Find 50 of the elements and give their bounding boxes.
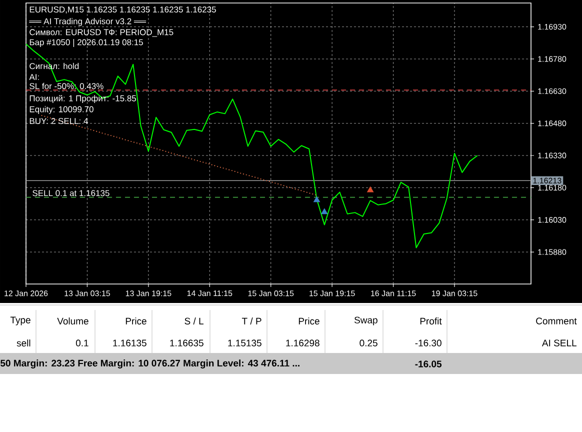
annotation: Символ: EURUSD ТФ: PERIOD_M15 <box>30 29 174 37</box>
y-tick-label: 1.16030 <box>538 217 566 223</box>
point <box>321 208 328 214</box>
y-tick-label: 1.16630 <box>538 88 566 94</box>
text: Type <box>10 316 30 326</box>
text: Price <box>126 318 146 324</box>
text: S / L <box>184 318 204 324</box>
annotation: Equity: 10099.70 <box>30 106 94 114</box>
annotation: BUY: 2 SELL: 4 <box>30 118 88 124</box>
x-tick-label: 15 Jan 03:15 <box>248 290 294 296</box>
y-tick-label: 1.16780 <box>538 56 566 62</box>
text: 50 Margin: 23.23 Free Margin: 10 076.27 Margin Level: 43 476.11 ... <box>0 360 300 368</box>
y-tick-label: 1.16480 <box>538 120 566 126</box>
point <box>367 186 374 192</box>
ref-line-label: 1.16213 <box>533 178 562 184</box>
x-tick-label: 15 Jan 19:15 <box>310 290 355 296</box>
text: 0.1 <box>76 340 88 346</box>
text: -16.05 <box>415 360 442 368</box>
y-tick-label: 1.16930 <box>538 24 566 30</box>
x-tick-label: 13 Jan 19:15 <box>126 290 172 296</box>
chart-title: EURUSD,M15 1.16235 1.16235 1.16235 1.16235 <box>30 6 216 14</box>
x-tick-label: 13 Jan 03:15 <box>64 290 110 296</box>
text: AI SELL <box>542 340 576 346</box>
annotation: Бар #1050 | 2026.01.19 08:15 <box>30 39 143 47</box>
text: -16.30 <box>415 340 442 346</box>
text: 0.25 <box>360 340 378 346</box>
annotation: AI: <box>29 74 39 80</box>
text: Volume <box>57 318 88 324</box>
annotation: SL for -50%: 0.43% <box>30 82 104 90</box>
text: 1.16635 <box>170 340 204 346</box>
annotation: Позиций: 1 Профит: -15.85 <box>30 94 136 104</box>
x-tick-label: 19 Jan 03:15 <box>432 290 478 296</box>
text: T / P <box>242 318 262 324</box>
y-tick-label: 1.15880 <box>538 249 566 255</box>
text: 1.16135 <box>113 340 146 346</box>
x-tick-label: 14 Jan 11:15 <box>187 290 232 296</box>
text: Swap <box>354 316 378 326</box>
text: 1.15135 <box>228 340 262 346</box>
text: Profit <box>420 318 442 324</box>
text: 1.16298 <box>286 340 320 346</box>
point <box>314 196 320 202</box>
x-tick-label: 16 Jan 11:15 <box>371 290 416 296</box>
y-tick-label: 1.16180 <box>538 184 566 191</box>
annotation: ══ AI Trading Advisor v3.2 ══ <box>29 18 146 26</box>
text: Price <box>298 318 320 324</box>
text: sell <box>16 340 30 346</box>
x-tick-label: 12 Jan 2026 <box>4 290 48 296</box>
y-tick-label: 1.16330 <box>538 152 566 158</box>
ref-line-label: SELL 0.1 at 1.16135 <box>32 190 110 196</box>
text: Comment <box>536 318 577 324</box>
